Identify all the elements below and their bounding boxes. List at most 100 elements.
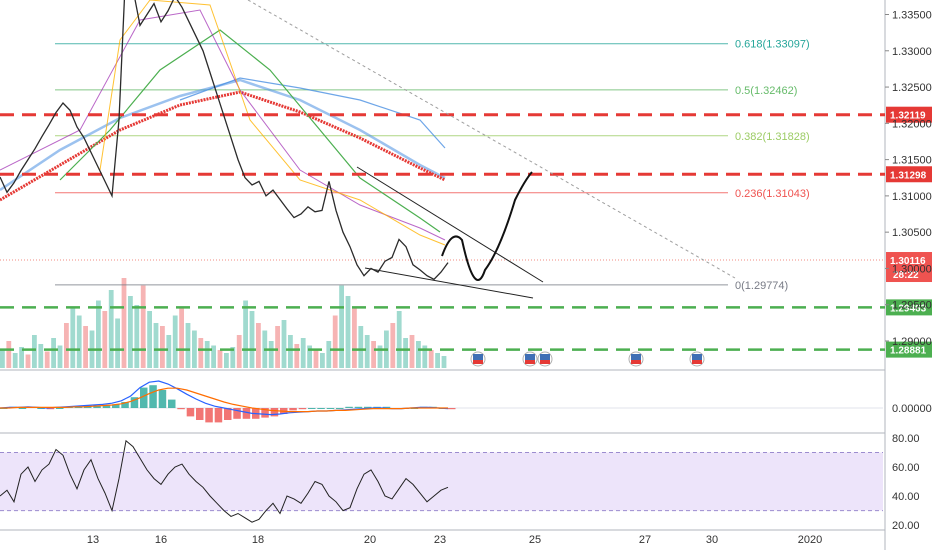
macd-histogram-bar xyxy=(261,408,269,418)
volume-bar xyxy=(249,311,255,368)
price-axis-label: 1.32000 xyxy=(892,118,932,130)
volume-bar xyxy=(70,308,76,368)
fib-level-label: 0(1.29774) xyxy=(735,280,788,292)
volume-bar xyxy=(352,308,357,368)
macd-histogram-bar xyxy=(102,405,111,408)
price-level-tag xyxy=(886,166,932,183)
macd-histogram-bar xyxy=(448,408,456,410)
volume-bar xyxy=(51,338,56,368)
macd-histogram-bar xyxy=(345,406,353,408)
volume-bar xyxy=(38,344,44,368)
price-level-tag-label: 1.29463 xyxy=(890,303,927,314)
macd-histogram-bar xyxy=(130,397,139,408)
ma-blue-line xyxy=(179,77,446,149)
macd-histogram-bar xyxy=(186,408,195,417)
volume-bar xyxy=(307,345,312,368)
event-flag-icon xyxy=(692,360,702,364)
volume-bar xyxy=(140,285,146,368)
macd-histogram-bar xyxy=(18,408,27,409)
volume-bar xyxy=(108,290,114,368)
volume-bar xyxy=(172,315,178,368)
volume-bar xyxy=(326,341,332,368)
event-flag-icon xyxy=(473,360,483,364)
macd-histogram-bar xyxy=(121,402,129,408)
volume-bar xyxy=(435,353,440,368)
macd-histogram-bar xyxy=(196,408,204,420)
macd-histogram-bar xyxy=(308,408,316,409)
time-axis-label: 30 xyxy=(706,534,718,546)
event-flag-icon xyxy=(631,360,641,364)
event-flag-icon xyxy=(692,354,702,360)
current-price-tag xyxy=(886,252,932,283)
volume-bar xyxy=(44,351,50,368)
price-axis-label: 1.29000 xyxy=(892,336,932,348)
volume-bar xyxy=(32,335,37,368)
macd-histogram-bar xyxy=(112,404,120,408)
volume-bar xyxy=(217,350,223,368)
macd-histogram-bar xyxy=(298,408,307,410)
price-axis-label: 1.30500 xyxy=(892,227,932,239)
macd-histogram-bar xyxy=(289,408,297,411)
ma-green-line xyxy=(59,29,441,233)
ma-orange-line xyxy=(99,0,446,246)
price-axis-label: 1.30000 xyxy=(892,263,932,275)
macd-histogram-bar xyxy=(177,408,185,410)
volume-bar xyxy=(409,335,415,368)
time-axis-label: 2020 xyxy=(798,534,822,546)
volume-bar xyxy=(153,323,159,368)
volume-bar xyxy=(422,345,428,368)
volume-bar xyxy=(364,335,370,368)
macd-histogram-bar xyxy=(382,406,391,408)
wedge-lower-trendline xyxy=(364,267,534,299)
volume-bar xyxy=(441,356,447,368)
volume-bar xyxy=(416,341,421,368)
macd-histogram-bar xyxy=(93,405,101,408)
volume-bar xyxy=(76,315,82,368)
volume-bar xyxy=(179,308,184,368)
time-axis-label: 27 xyxy=(639,534,651,546)
macd-histogram-bar xyxy=(149,385,157,408)
volume-bar xyxy=(25,354,31,368)
time-axis-label: 25 xyxy=(529,534,541,546)
fib-level-label: 0.5(1.32462) xyxy=(735,85,797,97)
volume-bar xyxy=(288,335,293,368)
macd-histogram-bar xyxy=(56,408,64,409)
price-axis-label: 1.31500 xyxy=(892,155,932,167)
macd-histogram-bar xyxy=(326,408,335,409)
volume-bar xyxy=(281,320,287,368)
dotted-trendline xyxy=(247,0,736,279)
volume-bar xyxy=(198,338,204,368)
event-flag-icon xyxy=(631,354,641,360)
volume-bar xyxy=(358,326,364,368)
macd-histogram-bar xyxy=(242,408,251,419)
price-level-tag-label: 1.28881 xyxy=(890,346,927,357)
fib-level-label: 0.618(1.33097) xyxy=(735,39,810,51)
volume-bar xyxy=(224,353,229,368)
macd-histogram-bar xyxy=(46,408,55,410)
ema-blue-line xyxy=(0,78,446,192)
volume-bar xyxy=(313,350,319,368)
fib-level-label: 0.382(1.31828) xyxy=(735,131,810,143)
volume-bar xyxy=(0,350,5,368)
macd-histogram-bar xyxy=(364,406,372,408)
rsi-axis-label: 60.00 xyxy=(892,462,920,474)
price-axis-label: 1.33000 xyxy=(892,46,932,58)
wedge-upper-trendline xyxy=(356,166,544,283)
macd-histogram-bar xyxy=(233,408,241,419)
volume-bar xyxy=(339,285,344,368)
price-level-tag xyxy=(886,106,932,123)
volume-bar xyxy=(211,345,216,368)
price-level-tag-label: 1.31298 xyxy=(890,170,927,181)
volume-bar xyxy=(6,341,12,368)
macd-histogram-bar xyxy=(158,390,167,408)
time-axis-label: 20 xyxy=(364,534,376,546)
macd-histogram-bar xyxy=(205,408,213,423)
current-price-label: 1.30116 xyxy=(890,256,926,267)
volume-bar xyxy=(192,330,197,368)
price-level-tag-label: 1.32119 xyxy=(890,111,926,122)
volume-bar xyxy=(96,300,101,368)
time-axis-label: 16 xyxy=(155,534,167,546)
macd-histogram-bar xyxy=(224,408,232,420)
